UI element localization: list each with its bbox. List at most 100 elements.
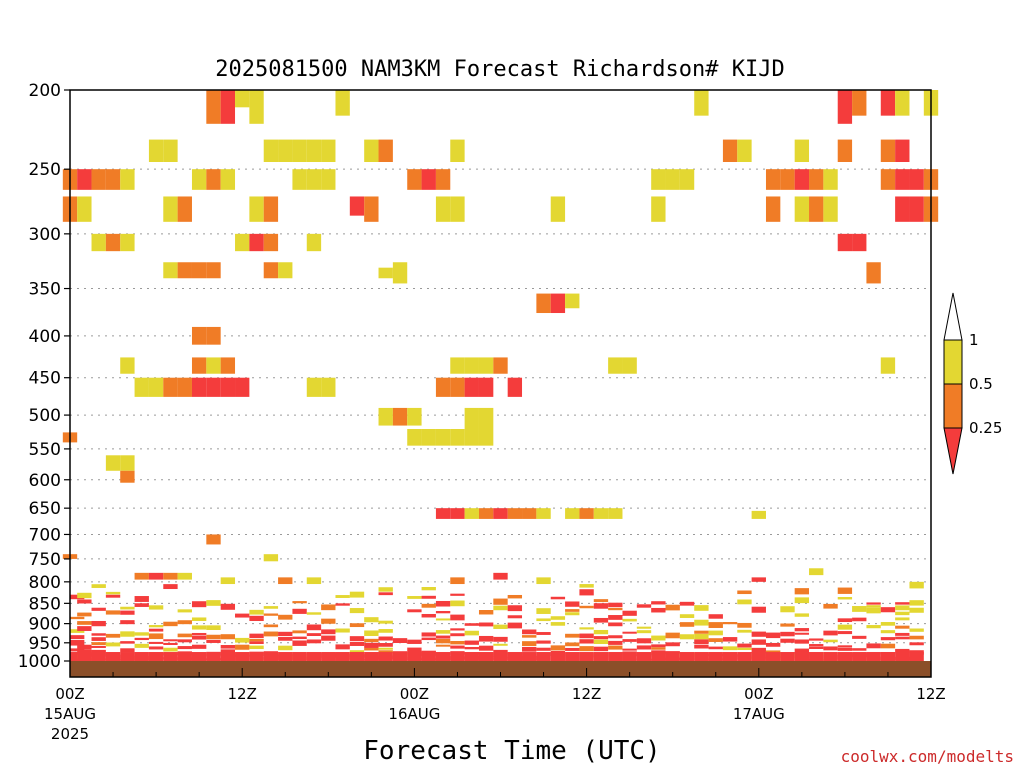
bl-streak — [77, 621, 92, 625]
bl-streak — [823, 639, 838, 643]
heatmap-cell — [306, 233, 322, 252]
y-tick-label: 950 — [29, 634, 61, 654]
y-axis-ticks: 200 250 300 350 400 450 500 550 600 650 700 750 8008… — [18, 81, 70, 672]
bl-streak — [565, 633, 580, 638]
bl-streak — [593, 636, 609, 640]
bl-streak — [163, 639, 178, 642]
y-tick-label: 900 — [29, 615, 61, 635]
x-axis-ticks: 00Z 15AUG 2025 12Z 00Z 16AUG 12Z 00Z 17AUG 12Z — [44, 668, 946, 743]
bl-streak — [105, 610, 121, 615]
bl-streak — [120, 620, 135, 625]
bl-streak — [665, 632, 680, 639]
heatmap-cell — [220, 577, 236, 585]
bl-streak — [292, 630, 307, 634]
y-tick-label: 600 — [29, 471, 61, 491]
heatmap-cell — [378, 139, 393, 162]
heatmap-cell — [694, 90, 709, 116]
colorbar-bottom-arrow — [943, 427, 963, 475]
bl-streak — [70, 635, 85, 640]
heatmap-cell — [235, 90, 250, 108]
bl-streak — [636, 630, 652, 634]
bl-streak — [364, 638, 379, 643]
surface-layer — [823, 652, 838, 661]
bl-streak — [794, 632, 810, 635]
bl-streak — [507, 615, 523, 619]
heatmap-cell — [220, 377, 236, 397]
heatmap-cell — [608, 508, 623, 519]
bl-streak — [651, 635, 666, 641]
bl-streak — [493, 624, 508, 629]
bl-streak — [837, 645, 853, 648]
bl-streak — [651, 644, 666, 648]
bl-streak — [91, 649, 106, 653]
bl-streak — [263, 613, 279, 616]
bl-streak — [464, 630, 479, 636]
bl-streak — [321, 618, 336, 624]
surface-layer — [493, 652, 508, 661]
bl-streak — [392, 638, 408, 643]
bl-streak — [737, 599, 752, 605]
heatmap-cell — [895, 90, 910, 116]
bl-streak — [191, 632, 207, 636]
bl-streak — [91, 607, 106, 611]
heatmap-cell — [450, 577, 465, 585]
bl-streak — [235, 637, 250, 643]
bl-streak — [349, 591, 365, 598]
bl-streak — [665, 604, 680, 611]
bl-streak — [77, 644, 92, 650]
heatmap-cell — [306, 169, 322, 190]
bl-streak — [593, 603, 609, 609]
bl-streak — [421, 637, 436, 641]
heatmap-cell — [450, 377, 465, 397]
heatmap-cell — [608, 357, 623, 374]
bl-streak — [177, 633, 192, 638]
surface-layer — [421, 652, 436, 661]
colorbar-bin-mid — [943, 383, 963, 429]
bl-streak — [895, 602, 910, 605]
bl-streak — [780, 606, 795, 613]
bl-streak — [536, 608, 551, 614]
heatmap-cell — [751, 577, 766, 582]
bl-streak — [249, 638, 264, 642]
bl-streak — [335, 644, 350, 650]
heatmap-cell — [493, 572, 508, 580]
heatmap-cell — [120, 455, 135, 471]
bl-streak — [895, 648, 910, 653]
surface-layer — [852, 652, 867, 661]
bl-streak — [91, 584, 106, 588]
y-tick-label: 350 — [29, 280, 61, 300]
bl-streak — [737, 629, 752, 633]
y-tick-label: 800 — [29, 573, 61, 593]
surface-layer — [278, 652, 293, 661]
bl-streak — [622, 610, 637, 616]
bl-streak — [895, 636, 910, 640]
heatmap-cell — [263, 262, 279, 279]
bl-streak — [536, 640, 551, 644]
y-tick-label: 250 — [29, 160, 61, 180]
bl-streak — [579, 646, 594, 652]
bl-streak — [105, 642, 121, 647]
colorbar-legend: 1 0.5 0.25 — [943, 292, 1002, 475]
heatmap-cell — [450, 428, 465, 446]
surface-layer — [622, 652, 637, 661]
bl-streak — [450, 645, 465, 649]
heatmap-cell — [536, 508, 551, 519]
bl-streak — [249, 641, 264, 644]
heatmap-cell — [895, 169, 910, 190]
bl-streak — [522, 641, 537, 646]
bl-streak — [852, 617, 867, 622]
bl-streak — [565, 609, 580, 612]
bl-streak — [77, 649, 92, 653]
bl-streak — [880, 622, 896, 626]
bl-streak — [378, 620, 393, 624]
bl-streak — [421, 587, 436, 591]
heatmap-cell — [378, 407, 393, 426]
bl-streak — [450, 633, 465, 637]
bl-streak — [794, 597, 810, 604]
surface-layer — [895, 652, 910, 661]
heatmap-cell — [435, 196, 451, 222]
heatmap-cell — [392, 407, 408, 426]
heatmap-cell — [507, 508, 523, 519]
heatmap-cell — [278, 577, 293, 585]
bl-streak — [722, 646, 738, 651]
